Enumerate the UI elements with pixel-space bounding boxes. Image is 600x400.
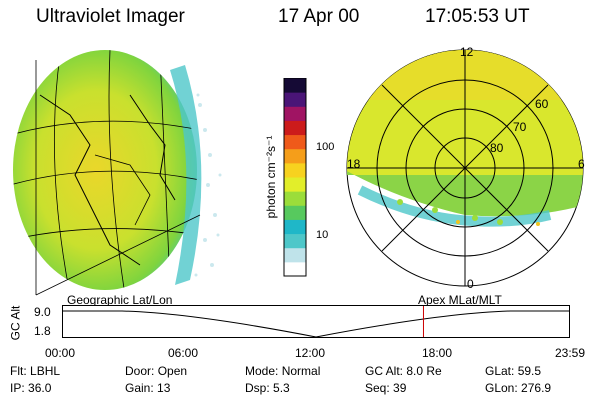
mlt-label-0: 0 [467, 277, 474, 291]
colorbar-swatch [284, 247, 306, 263]
y-tick-low: 1.8 [34, 324, 51, 338]
param-glon: GLon: 276.9 [485, 381, 552, 395]
earth-disk [13, 50, 197, 290]
colorbar-swatch [284, 92, 306, 107]
colorbar-swatch [284, 148, 306, 164]
x-tick-0000: 00:00 [45, 346, 76, 360]
timeline-y-label: GC Alt [8, 305, 23, 341]
colorbar-swatch [284, 106, 306, 121]
colorbar-swatch [284, 120, 306, 136]
colorbar-swatch [284, 177, 306, 192]
param-gc-alt: GC Alt: 8.0 Re [365, 364, 442, 378]
colorbar-swatch [284, 78, 306, 93]
scatter-haze [194, 93, 222, 277]
param-ip: IP: 36.0 [10, 381, 52, 395]
frame-lines [35, 60, 201, 296]
colorbar-tick-100: 100 [316, 141, 335, 153]
mlat-label-60: 60 [535, 97, 549, 111]
param-door: Door: Open [125, 364, 188, 378]
x-tick-1200: 12:00 [295, 346, 326, 360]
param-mode: Mode: Normal [245, 364, 321, 378]
y-tick-high: 9.0 [34, 305, 51, 319]
polar-plot [346, 49, 584, 287]
colorbar-tick-10: 10 [316, 229, 329, 241]
altitude-timeline [62, 305, 570, 338]
x-tick-0600: 06:00 [168, 346, 199, 360]
param-glat: GLat: 59.5 [485, 364, 542, 378]
x-tick-2359: 23:59 [555, 346, 586, 360]
observation-time: 17:05:53 UT [425, 6, 530, 27]
observation-date: 17 Apr 00 [278, 6, 360, 27]
colorbar-swatch [284, 162, 306, 178]
polar-grid [347, 50, 583, 286]
geographic-image [13, 50, 222, 296]
colorbar-swatch [284, 219, 306, 235]
lat-lon-grid [13, 50, 197, 290]
mlt-label-6: 6 [578, 157, 585, 171]
limb-glow [170, 65, 202, 285]
color-scale-bar [283, 78, 307, 277]
param-flt: Flt: LBHL [10, 364, 61, 378]
param-seq: Seq: 39 [365, 381, 407, 395]
colorbar-swatch [284, 134, 306, 150]
mlt-label-18: 18 [347, 157, 361, 171]
colorbar-swatch [284, 191, 306, 206]
apex-caption: Apex MLat/MLT [418, 293, 502, 307]
altitude-curve [63, 310, 569, 338]
param-gain: Gain: 13 [125, 381, 171, 395]
instrument-title: Ultraviolet Imager [36, 6, 185, 27]
mlat-label-70: 70 [513, 120, 527, 134]
x-tick-1800: 18:00 [422, 346, 453, 360]
geographic-caption: Geographic Lat/Lon [67, 293, 173, 307]
colorbar-swatch [284, 233, 306, 249]
colorbar-swatch [284, 205, 306, 220]
mlat-label-80: 80 [490, 141, 504, 155]
colorbar-swatch [284, 261, 306, 277]
mlt-label-12: 12 [460, 45, 474, 59]
param-dsp: Dsp: 5.3 [245, 381, 290, 395]
colorbar-unit-label: photon cm⁻²s⁻¹ [264, 135, 278, 219]
